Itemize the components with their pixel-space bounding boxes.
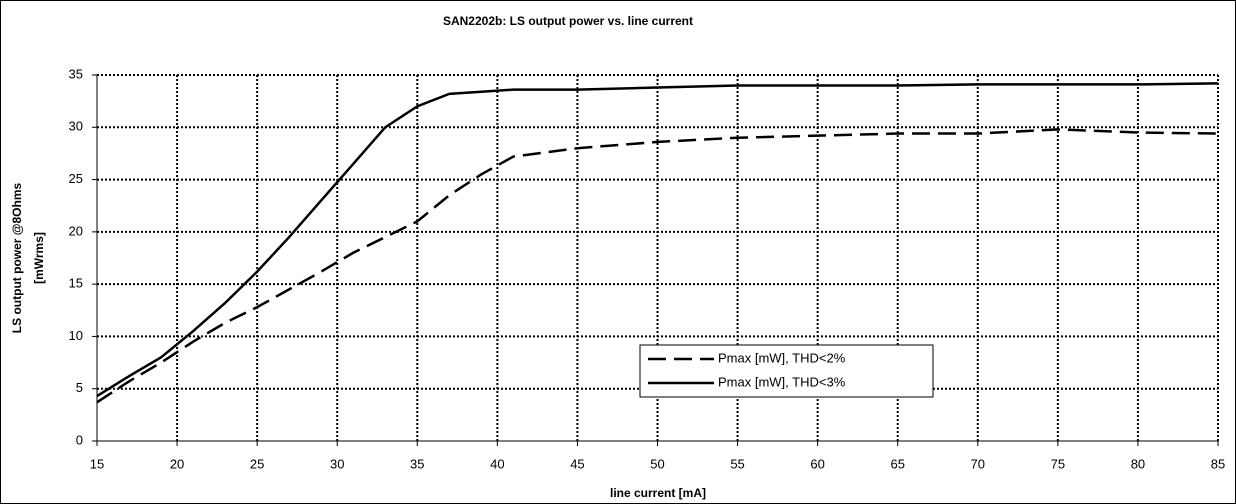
legend-label: Pmax [mW], THD<2% <box>718 350 846 365</box>
legend-box <box>639 344 934 398</box>
y-tick-label: 0 <box>76 432 83 447</box>
x-tick-label: 60 <box>810 456 824 471</box>
legend-label: Pmax [mW], THD<3% <box>718 374 846 389</box>
x-tick-label: 25 <box>250 456 264 471</box>
x-tick-label: 30 <box>330 456 344 471</box>
x-tick-label: 35 <box>410 456 424 471</box>
series-line <box>96 128 1219 404</box>
x-tick-label: 85 <box>1211 456 1225 471</box>
series-line <box>96 82 1219 398</box>
x-tick-label: 80 <box>1131 456 1145 471</box>
y-tick-label: 10 <box>69 328 83 343</box>
y-tick-label: 30 <box>69 119 83 134</box>
x-tick-label: 55 <box>730 456 744 471</box>
x-tick-label: 45 <box>570 456 584 471</box>
chart-title: SAN2202b: LS output power vs. line curre… <box>443 14 693 28</box>
x-tick-label: 20 <box>170 456 184 471</box>
y-axis-label: LS output power @8Ohms <box>10 182 24 333</box>
y-tick-label: 20 <box>69 223 83 238</box>
x-tick-label: 15 <box>90 456 104 471</box>
y-axis-label: [mWrms] <box>32 232 46 284</box>
x-axis-label: line current [mA] <box>610 486 706 500</box>
x-tick-label: 65 <box>890 456 904 471</box>
y-tick-label: 25 <box>69 171 83 186</box>
y-tick-label: 15 <box>69 276 83 291</box>
x-tick-label: 40 <box>490 456 504 471</box>
x-tick-label: 70 <box>971 456 985 471</box>
x-tick-label: 50 <box>650 456 664 471</box>
y-tick-label: 5 <box>76 380 83 395</box>
y-tick-label: 35 <box>69 66 83 81</box>
x-tick-label: 75 <box>1051 456 1065 471</box>
